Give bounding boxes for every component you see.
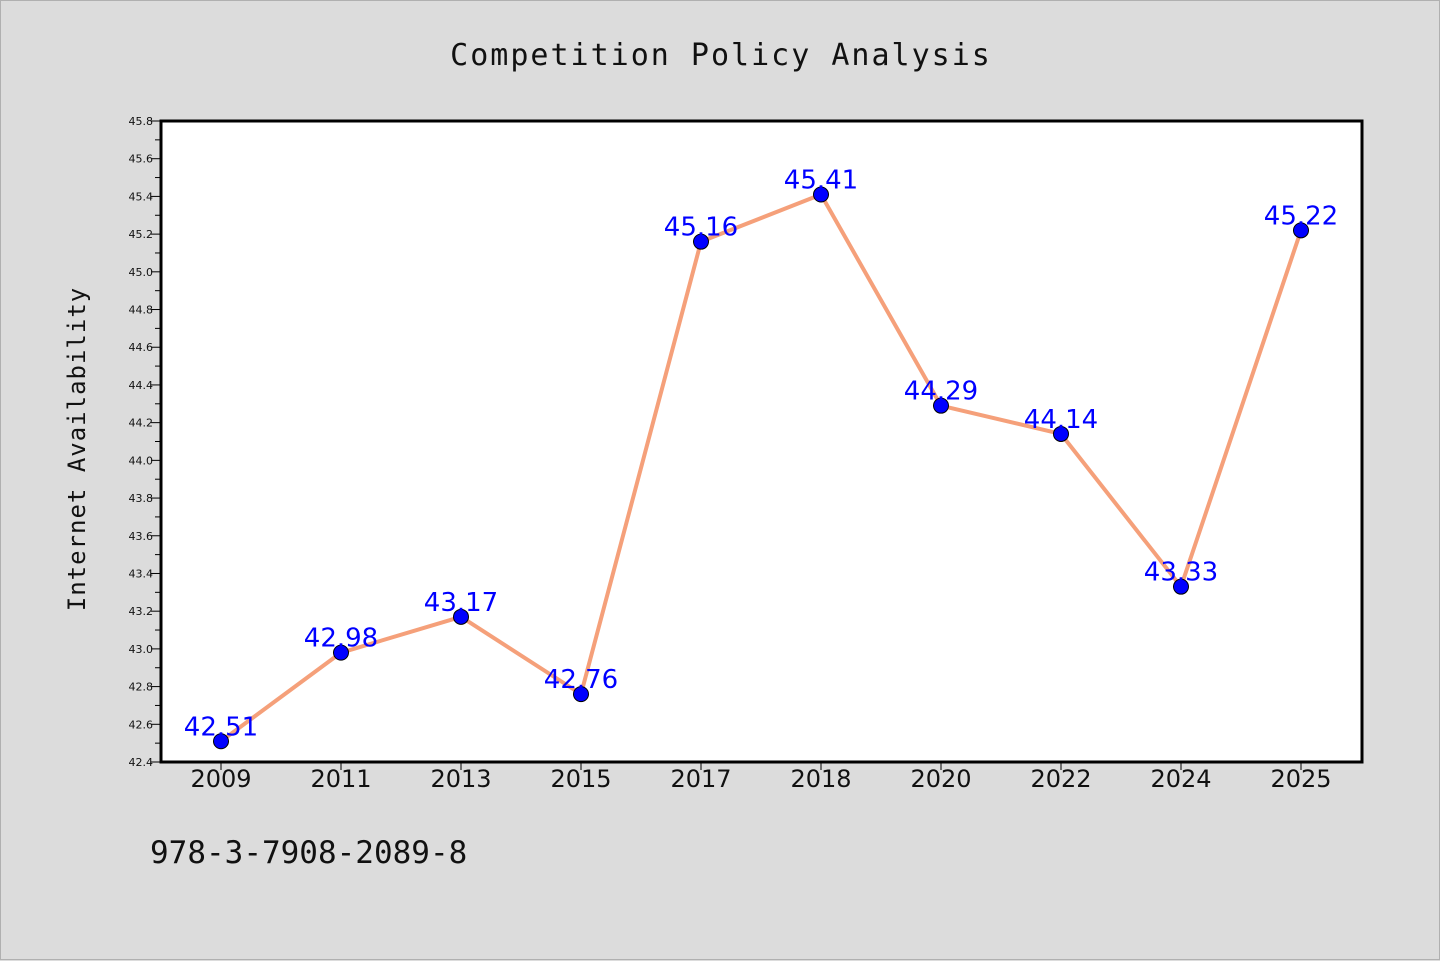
- x-tick-label: 2022: [1030, 765, 1091, 793]
- y-tick-label: 45.4: [129, 190, 154, 203]
- y-tick-label: 43.2: [129, 605, 154, 618]
- data-label: 43.17: [424, 588, 498, 618]
- y-tick-label: 44.8: [129, 304, 154, 317]
- data-point-marker: [453, 608, 469, 625]
- x-tick-label: 2018: [790, 765, 851, 793]
- y-axis-ticks: 42.4 42.6 42.8 43.0 43.2 43.4 43.6 43.8 44.0 44.2…: [129, 115, 161, 769]
- data-point-marker: [693, 233, 709, 250]
- data-point-marker: [813, 186, 829, 203]
- data-labels: 42.51 42.98 43.17 42.76 45.16 45.41 44.29 44.14…: [184, 166, 1338, 743]
- data-label: 45.22: [1264, 201, 1338, 231]
- data-point-marker: [573, 686, 589, 703]
- data-label: 42.98: [304, 624, 378, 654]
- data-label: 43.33: [1144, 558, 1218, 588]
- chart-title: Competition Policy Analysis: [450, 38, 992, 73]
- x-tick-label: 2020: [910, 765, 971, 793]
- plot-area: [159, 119, 1364, 764]
- data-point-marker: [1173, 578, 1189, 595]
- data-markers: [213, 186, 1309, 750]
- data-label: 42.76: [544, 665, 618, 695]
- series-line: [219, 192, 1303, 743]
- data-label: 44.14: [1024, 405, 1098, 435]
- data-label: 44.29: [904, 377, 978, 407]
- y-axis-label: Internet Availability: [63, 287, 91, 611]
- data-point-marker: [213, 733, 229, 750]
- y-tick-label: 42.4: [129, 756, 154, 769]
- footer-identifier: 978-3-7908-2089-8: [150, 835, 468, 871]
- x-tick-label: 2015: [550, 765, 611, 793]
- y-tick-label: 43.6: [129, 530, 154, 543]
- y-tick-label: 44.0: [129, 454, 154, 467]
- data-point-marker: [933, 397, 949, 414]
- y-tick-label: 45.0: [129, 266, 154, 279]
- y-tick-label: 44.4: [129, 379, 154, 392]
- y-tick-label: 43.8: [129, 492, 154, 505]
- y-tick-label: 42.8: [129, 681, 154, 694]
- data-point-marker: [333, 644, 349, 661]
- x-tick-label: 2013: [430, 765, 491, 793]
- data-point-marker: [1053, 425, 1069, 442]
- x-tick-label: 2024: [1150, 765, 1211, 793]
- data-label: 45.16: [664, 213, 738, 243]
- x-axis-ticks: 2009 2011 2013 2015 2017 2018 2020 2022 2024 2025: [190, 762, 1332, 793]
- y-tick-label: 43.4: [129, 567, 154, 580]
- y-tick-label: 44.6: [129, 341, 154, 354]
- y-tick-label: 45.2: [129, 228, 154, 241]
- x-tick-label: 2025: [1270, 765, 1331, 793]
- data-label: 45.41: [784, 166, 858, 196]
- x-tick-label: 2017: [670, 765, 731, 793]
- y-tick-label: 43.0: [129, 643, 154, 656]
- x-tick-label: 2011: [310, 765, 371, 793]
- y-tick-label: 44.2: [129, 417, 154, 430]
- y-tick-label: 45.6: [129, 153, 154, 166]
- y-tick-label: 45.8: [129, 115, 154, 128]
- data-point-marker: [1293, 222, 1309, 239]
- y-tick-label: 42.6: [129, 718, 154, 731]
- data-label: 42.51: [184, 712, 258, 742]
- x-tick-label: 2009: [190, 765, 251, 793]
